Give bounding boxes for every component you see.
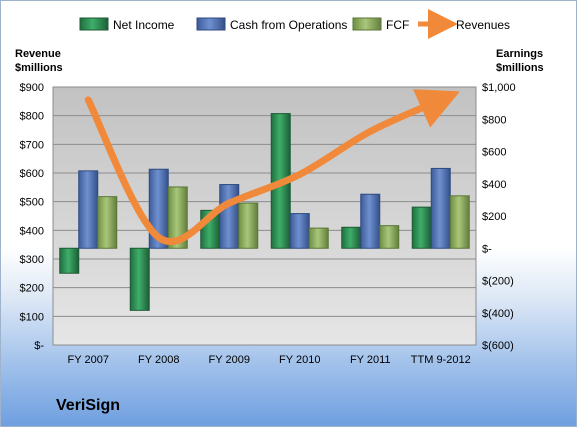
left-axis-title-line1: Revenue: [15, 48, 61, 60]
revenue-line: [84, 89, 460, 246]
bar-cash-from-operations: [78, 170, 99, 249]
bar-fcf: [238, 202, 259, 249]
right-tick-label: $400: [482, 179, 506, 191]
left-axis-ticks: $- $100 $200 $300 $400 $500 $600 $700 $800 $900: [20, 82, 45, 352]
bar-net-income: [129, 247, 150, 311]
bar-net-income: [411, 206, 432, 249]
left-tick-label: $-: [34, 340, 44, 352]
right-tick-label: $600: [482, 147, 506, 159]
right-tick-label: $(600): [482, 340, 514, 352]
bar-cash-from-operations: [219, 184, 240, 249]
x-tick-label: FY 2009: [209, 354, 250, 366]
legend: Net Income Cash from Operations FCF Reve…: [79, 9, 510, 39]
bar-net-income: [341, 226, 362, 249]
bar-fcf: [308, 227, 329, 249]
left-axis-title-line2: $millions: [15, 62, 63, 74]
right-axis-title-line2: $millions: [496, 62, 544, 74]
right-tick-label: $200: [482, 211, 506, 223]
legend-label-net-income: Net Income: [113, 18, 175, 32]
legend-swatch-net-income: [79, 17, 109, 31]
x-tick-label: FY 2010: [279, 354, 320, 366]
bar-cash-from-operations: [289, 213, 310, 249]
legend-swatch-cash-from-operations: [196, 17, 226, 31]
left-tick-label: $400: [20, 225, 44, 237]
bar-net-income: [59, 247, 80, 274]
bar-fcf: [449, 195, 470, 249]
right-tick-label: $(200): [482, 276, 514, 288]
bar-cash-from-operations: [360, 193, 381, 249]
right-axis-ticks: $(600) $(400) $(200) $- $200 $400 $600 $800 $1,0…: [482, 82, 516, 352]
plot-area: [52, 86, 477, 346]
right-tick-label: $-: [482, 243, 492, 255]
bar-fcf: [379, 225, 400, 249]
legend-label-fcf: FCF: [386, 18, 409, 32]
revenues-line: [84, 89, 460, 246]
legend-label-revenues: Revenues: [456, 18, 510, 32]
legend-swatch-fcf: [352, 17, 382, 31]
legend-label-cash-from-operations: Cash from Operations: [230, 18, 347, 32]
left-tick-label: $600: [20, 168, 44, 180]
gridlines: [53, 115, 476, 317]
right-tick-label: $1,000: [482, 82, 516, 94]
right-axis-title-line1: Earnings: [496, 48, 543, 60]
x-tick-label: FY 2007: [68, 354, 109, 366]
left-tick-label: $800: [20, 111, 44, 123]
left-tick-label: $200: [20, 283, 44, 295]
right-tick-label: $(400): [482, 308, 514, 320]
x-tick-label: FY 2011: [350, 354, 391, 366]
x-tick-label: TTM 9-2012: [411, 354, 471, 366]
bar-cash-from-operations: [430, 167, 451, 249]
left-tick-label: $300: [20, 254, 44, 266]
left-tick-label: $500: [20, 197, 44, 209]
right-tick-label: $800: [482, 114, 506, 126]
left-tick-label: $100: [20, 311, 44, 323]
left-tick-label: $700: [20, 139, 44, 151]
left-tick-label: $900: [20, 82, 44, 94]
x-axis-ticks: FY 2007 FY 2008 FY 2009 FY 2010 FY 2011 TTM 9…: [68, 354, 471, 366]
bar-fcf: [97, 196, 118, 249]
bar-fcf: [167, 186, 188, 249]
company-name: VeriSign: [56, 397, 121, 414]
bars: [59, 113, 470, 311]
x-tick-label: FY 2008: [138, 354, 179, 366]
